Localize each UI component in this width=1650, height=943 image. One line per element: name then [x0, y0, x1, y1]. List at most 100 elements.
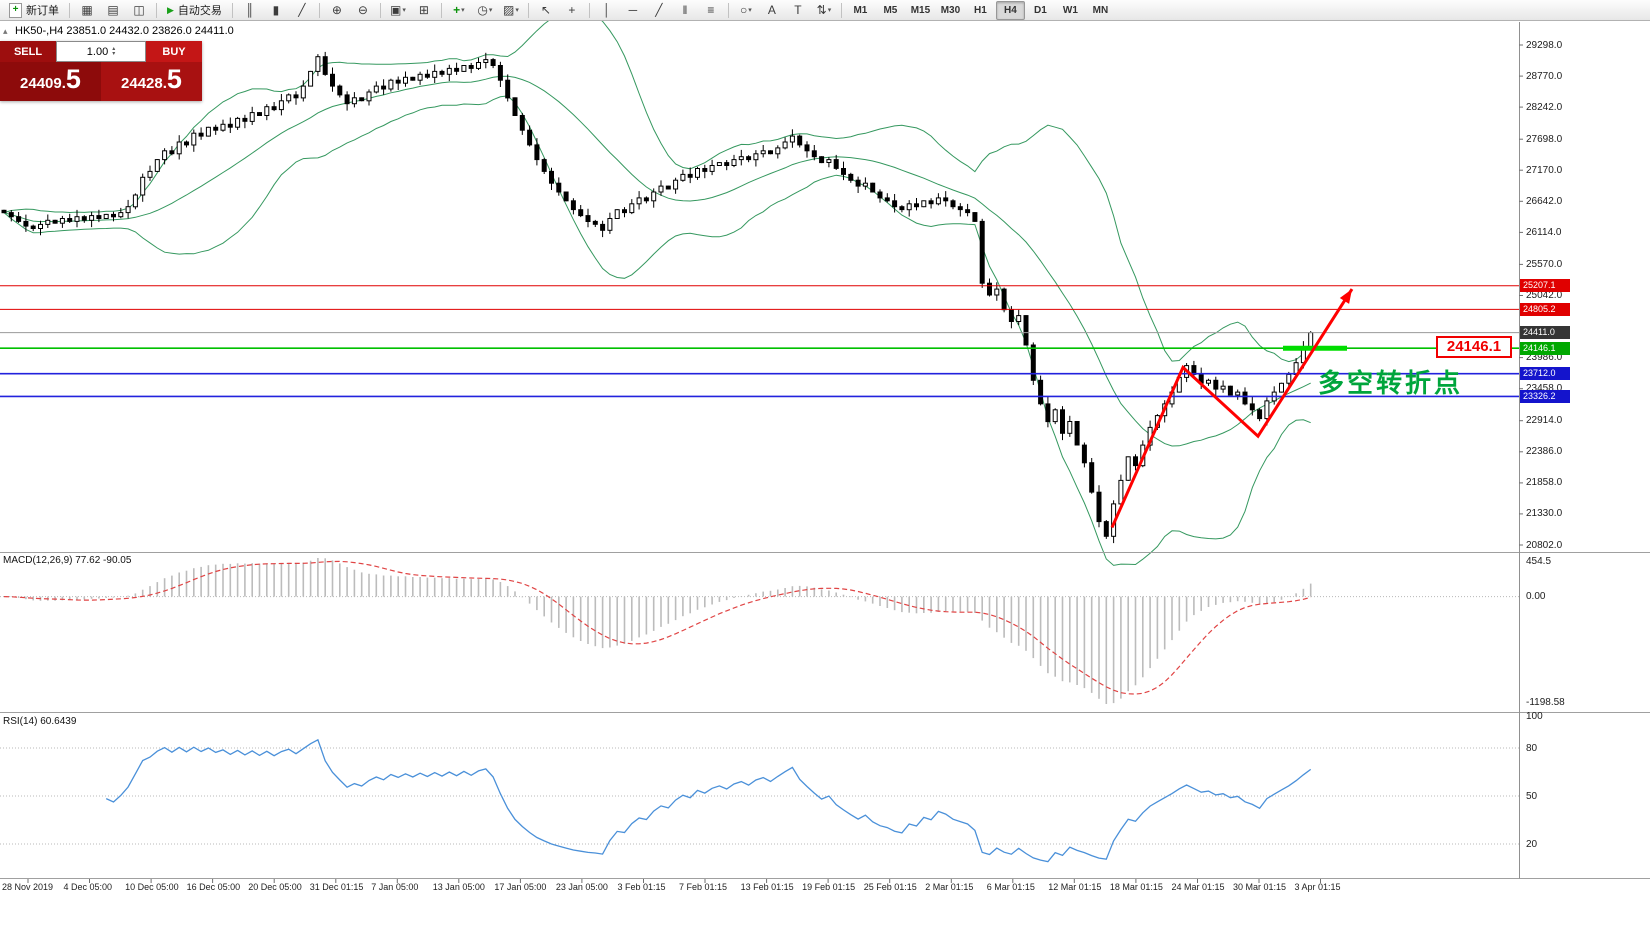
buy-price[interactable]: 24428. 5 — [101, 62, 202, 101]
indicators-button[interactable]: + ▾ — [446, 1, 472, 20]
buy-button[interactable]: BUY — [146, 41, 202, 62]
sell-price[interactable]: 24409. 5 — [0, 62, 101, 101]
timeframe-group: M1 M5 M15 M30 H1 H4 D1 W1 MN — [846, 0, 1115, 20]
new-order-button[interactable]: + 新订单 — [3, 1, 65, 20]
indicators-icon: + — [453, 3, 461, 17]
sell-button[interactable]: SELL — [0, 41, 56, 62]
autotrading-button[interactable]: ▶ 自动交易 — [161, 1, 228, 20]
cursor-button[interactable]: ↖ — [533, 1, 559, 20]
text-label-button[interactable]: T — [785, 1, 811, 20]
timeframe-m15-button[interactable]: M15 — [910, 4, 931, 16]
bar-chart-button[interactable]: ║ — [237, 1, 263, 20]
clock-icon: ◷ — [477, 3, 488, 17]
vertical-line-icon: │ — [603, 3, 611, 17]
new-chart-button[interactable]: ▣ ▾ — [385, 1, 411, 20]
sell-price-big-digit: 5 — [65, 64, 81, 94]
toolbar-separator — [727, 2, 729, 18]
timeframe-m5-button[interactable]: M5 — [883, 4, 898, 16]
volume-up-icon[interactable]: ▴ — [112, 45, 116, 52]
timeframe-h1-button[interactable]: H1 — [974, 4, 987, 16]
symbol-ohlc-readout: HK50-,H4 23851.0 24432.0 23826.0 24411.0 — [15, 25, 234, 37]
toolbar-separator — [379, 2, 381, 18]
chevron-down-icon: ▾ — [827, 7, 832, 14]
trendline-button[interactable]: ╱ — [646, 1, 672, 20]
line-chart-button[interactable]: ╱ — [289, 1, 315, 20]
templates-button[interactable]: ▨ ▾ — [498, 1, 524, 20]
buy-price-big-digit: 5 — [166, 64, 182, 94]
toolbar-separator — [440, 2, 442, 18]
line-chart-icon: ╱ — [298, 3, 306, 17]
shapes-icon: ○ — [740, 3, 748, 17]
volume-value: 1.00 — [86, 45, 109, 58]
toolbar-separator — [840, 2, 842, 18]
collapse-panel-icon[interactable]: ▴ — [3, 26, 8, 36]
channel-button[interactable]: ‖ — [672, 1, 698, 20]
text-button[interactable]: A — [759, 1, 785, 20]
zoom-out-button[interactable]: ⊖ — [350, 1, 376, 20]
volume-down-icon[interactable]: ▾ — [112, 50, 116, 57]
one-click-trading-panel: SELL 1.00 ▴ ▾ BUY 24409. 5 24428. 5 — [0, 41, 202, 101]
vertical-line-button[interactable]: │ — [594, 1, 620, 20]
market-watch-button[interactable]: ▤ — [100, 1, 126, 20]
new-order-label: 新订单 — [26, 5, 59, 17]
toolbar-separator — [231, 2, 233, 18]
horizontal-line-icon: ─ — [628, 3, 638, 17]
tile-windows-button[interactable]: ⊞ — [411, 1, 437, 20]
tile-windows-icon: ⊞ — [418, 3, 429, 17]
price-level-box: 24146.1 — [1436, 336, 1512, 358]
fibonacci-icon: ≡ — [707, 3, 715, 17]
toolbar-separator — [69, 2, 70, 18]
turning-point-annotation: 多空转折点 — [1318, 368, 1464, 398]
volume-input[interactable]: 1.00 ▴ ▾ — [56, 41, 146, 62]
market-watch-icon: ▤ — [107, 3, 119, 17]
sell-price-main: 24409. — [20, 75, 66, 92]
zoom-in-button[interactable]: ⊕ — [324, 1, 350, 20]
charts-button[interactable]: ▦ — [74, 1, 100, 20]
toolbar-separator — [156, 2, 157, 18]
arrows-icon: ⇅ — [816, 3, 827, 17]
template-icon: ▨ — [502, 3, 515, 17]
crosshair-button[interactable]: + — [559, 1, 585, 20]
shapes-button[interactable]: ○ ▾ — [733, 1, 759, 20]
candlestick-button[interactable]: ▮ — [263, 1, 289, 20]
text-icon: A — [767, 3, 776, 17]
toolbar-separator — [318, 2, 320, 18]
zoom-out-icon: ⊖ — [357, 3, 368, 17]
chevron-down-icon: ▾ — [748, 7, 752, 14]
volume-stepper[interactable]: ▴ ▾ — [112, 45, 116, 57]
channel-icon: ‖ — [682, 3, 688, 17]
timeframe-m30-button[interactable]: M30 — [940, 4, 961, 16]
new-chart-icon: ▣ — [389, 3, 402, 17]
toolbar-separator — [588, 2, 590, 18]
macd-readout: MACD(12,26,9) 77.62 -90.05 — [3, 555, 132, 566]
timeframe-m1-button[interactable]: M1 — [853, 4, 868, 16]
chevron-down-icon: ▾ — [461, 7, 465, 14]
timeframe-d1-button[interactable]: D1 — [1034, 4, 1047, 16]
charts-icon: ▦ — [81, 3, 93, 17]
chevron-down-icon: ▾ — [402, 7, 406, 14]
fibonacci-button[interactable]: ≡ — [698, 1, 724, 20]
autotrading-play-icon: ▶ — [167, 4, 174, 15]
arrows-button[interactable]: ⇅ ▾ — [811, 1, 837, 20]
crosshair-icon: + — [568, 3, 576, 17]
trendline-icon: ╱ — [655, 3, 663, 17]
timeframe-w1-button[interactable]: W1 — [1062, 4, 1078, 16]
chevron-down-icon: ▾ — [515, 7, 519, 14]
cursor-icon: ↖ — [540, 3, 551, 17]
chevron-down-icon: ▾ — [488, 7, 493, 14]
horizontal-line-button[interactable]: ─ — [620, 1, 646, 20]
text-label-icon: T — [794, 3, 802, 17]
new-order-icon: + — [9, 2, 22, 18]
periods-button[interactable]: ◷ ▾ — [472, 1, 498, 20]
bar-chart-icon: ║ — [245, 3, 255, 17]
toolbar-separator — [527, 2, 529, 18]
candlestick-icon: ▮ — [272, 3, 280, 17]
timeframe-h4-button[interactable]: H4 — [995, 0, 1025, 20]
timeframe-mn-button[interactable]: MN — [1092, 4, 1109, 16]
navigator-button[interactable]: ◫ — [126, 1, 152, 20]
navigator-icon: ◫ — [133, 3, 145, 17]
zoom-in-icon: ⊕ — [331, 3, 342, 17]
autotrading-label: 自动交易 — [177, 5, 222, 17]
